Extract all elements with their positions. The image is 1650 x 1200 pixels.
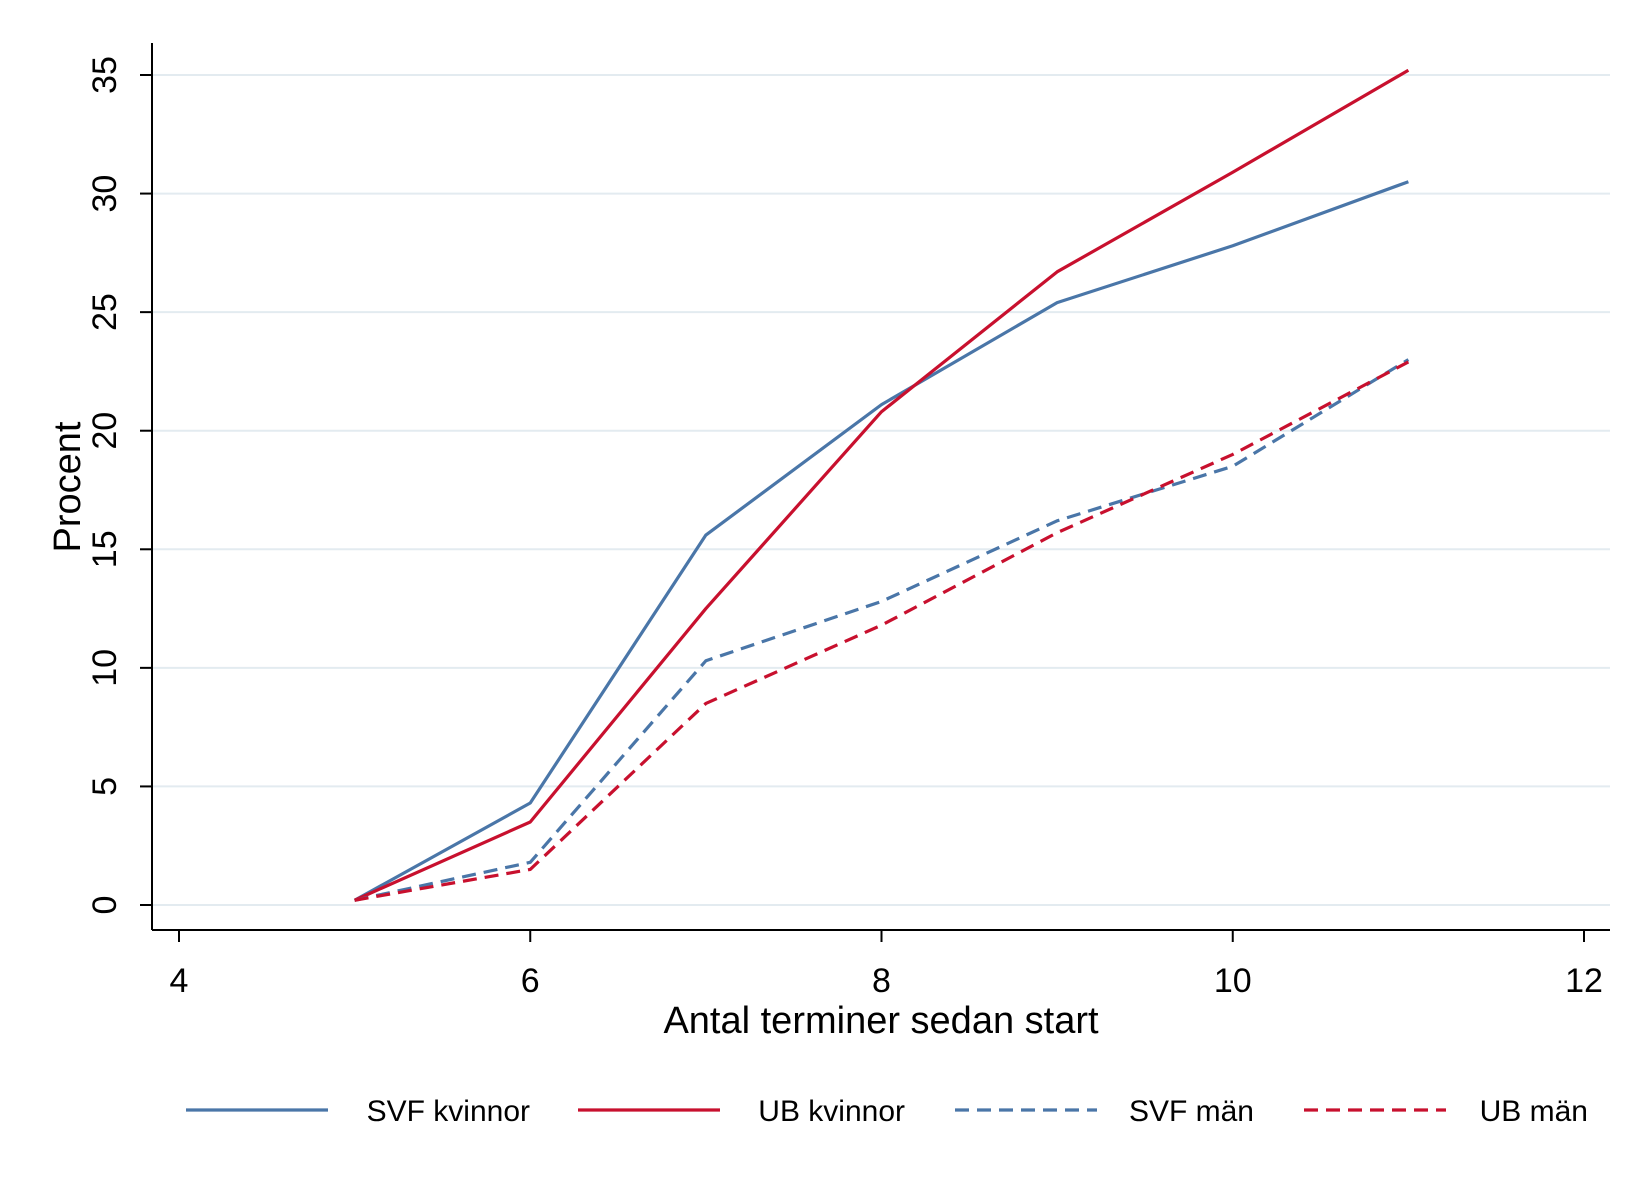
- x-tick-label-1: 6: [521, 962, 540, 1000]
- legend: SVF kvinnor UB kvinnor SVF män UB män: [186, 1095, 1588, 1128]
- series-line-0: [353, 180, 1409, 902]
- y-tick-label-0: 0: [86, 896, 124, 915]
- y-axis-title: Procent: [47, 421, 89, 552]
- x-tick-label-3: 10: [1214, 962, 1252, 1000]
- y-tick-label-1: 5: [86, 777, 124, 796]
- legend-label-1: UB kvinnor: [758, 1095, 905, 1128]
- series-line-1: [353, 68, 1410, 902]
- legend-label-2: SVF män: [1129, 1095, 1254, 1128]
- y-tick-label-5: 25: [86, 293, 124, 331]
- legend-label-3: UB män: [1480, 1095, 1588, 1128]
- axes: [151, 43, 1610, 931]
- legend-label-0: SVF kvinnor: [367, 1095, 530, 1128]
- y-ticks: 0 5 10 15 20 25 30 35: [86, 56, 152, 914]
- y-tick-label-4: 20: [86, 412, 124, 450]
- series-lines: [353, 68, 1410, 902]
- x-tick-label-0: 4: [170, 962, 189, 1000]
- y-tick-label-2: 10: [86, 649, 124, 687]
- y-tick-label-3: 15: [86, 530, 124, 568]
- x-tick-label-4: 12: [1565, 962, 1603, 1000]
- x-tick-label-2: 8: [872, 962, 891, 1000]
- y-tick-label-7: 35: [86, 56, 124, 94]
- series-line-2: [354, 358, 1410, 902]
- x-ticks: 4 6 8 10 12: [170, 930, 1603, 1000]
- y-tick-label-6: 30: [86, 175, 124, 213]
- x-axis-title: Antal terminer sedan start: [663, 1000, 1099, 1042]
- series-line-3: [354, 360, 1410, 902]
- gridlines: [152, 74, 1610, 906]
